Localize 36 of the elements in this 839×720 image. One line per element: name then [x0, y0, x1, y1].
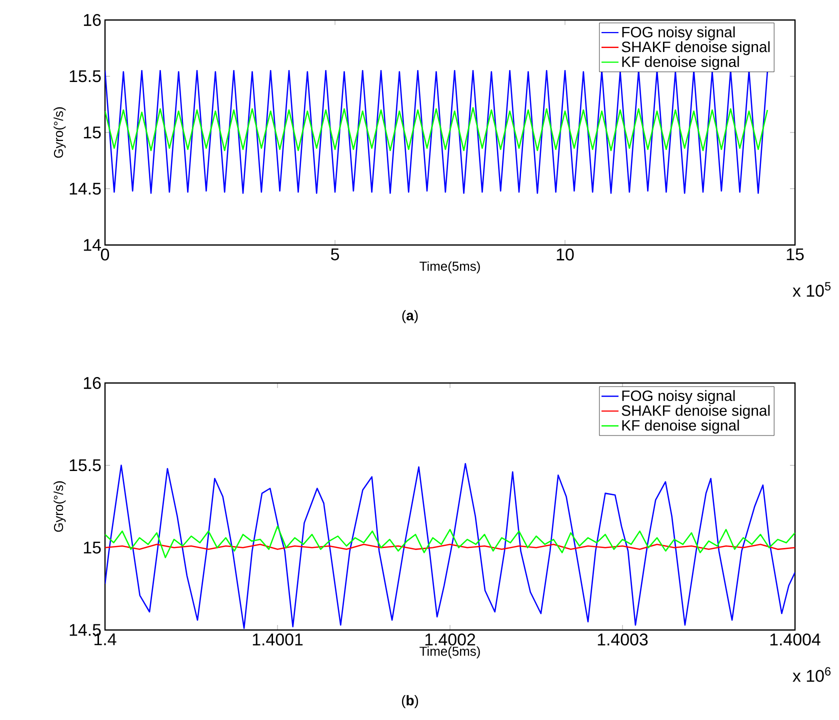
- x-tick-label: 1.4004: [770, 634, 820, 646]
- legend-label: SHAKF denoise signal: [622, 404, 770, 419]
- line-series: [105, 526, 796, 558]
- y-axis-title: Gyro(°/s): [54, 481, 66, 532]
- legend-label: FOG noisy signal: [622, 26, 735, 40]
- y-tick-label: 14.5: [70, 182, 101, 195]
- y-tick-label: 16: [84, 376, 101, 389]
- x-tick-label: 1.4: [94, 634, 116, 646]
- line-series: [105, 70, 768, 194]
- text: (a): [402, 310, 418, 324]
- y-tick-label: 16: [84, 14, 101, 26]
- legend-label: FOG noisy signal: [622, 390, 735, 404]
- x-tick-label: 1.4002: [425, 634, 476, 646]
- y-tick-label: 14: [84, 239, 101, 251]
- text: x 10$^{5}$: [792, 282, 831, 297]
- legend-label: KF denoise signal: [622, 420, 739, 434]
- x-tick-label: 15: [786, 248, 804, 260]
- y-tick-label: 15: [84, 542, 101, 554]
- x-axis-title: Time(5ms): [420, 261, 480, 274]
- line-series: [105, 463, 796, 629]
- y-tick-label: 15.5: [70, 459, 101, 472]
- x-tick-label: 1.4003: [598, 634, 648, 646]
- x-tick-label: 10: [556, 248, 574, 260]
- legend-label: SHAKF denoise signal: [622, 41, 770, 56]
- text: (b): [402, 695, 418, 708]
- y-tick-label: 15: [84, 126, 101, 138]
- y-tick-label: 15.5: [70, 70, 101, 82]
- x-axis-title: Time(5ms): [420, 646, 480, 658]
- line-series: [105, 107, 768, 152]
- y-axis-title: Gyro(°/s): [54, 107, 66, 158]
- y-tick-label: 14.5: [70, 624, 101, 636]
- x-tick-label: 0: [100, 248, 110, 260]
- x-tick-label: 5: [330, 248, 339, 260]
- x-tick-label: 1.4001: [252, 634, 303, 646]
- legend-label: KF denoise signal: [622, 56, 739, 70]
- text: x 10$^{6}$: [792, 667, 831, 682]
